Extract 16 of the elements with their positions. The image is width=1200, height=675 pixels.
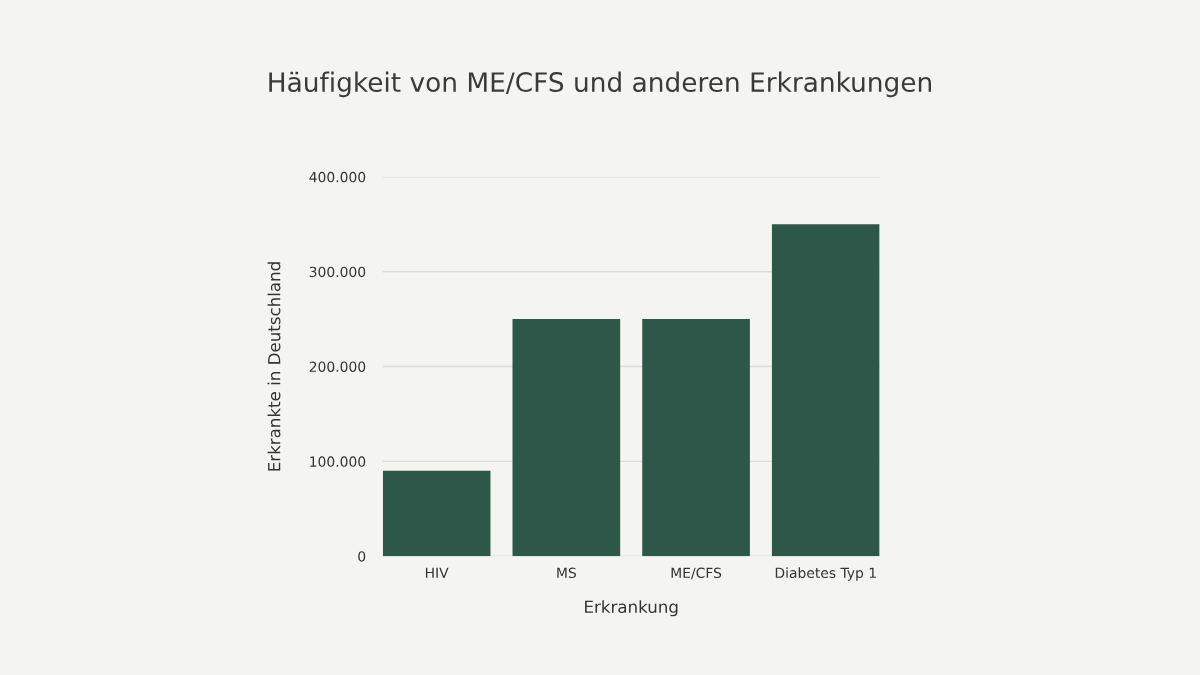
y-tick-label: 0 xyxy=(358,551,366,562)
y-tick-label: 200.000 xyxy=(309,361,366,372)
x-tick-label: ME/CFS xyxy=(671,567,722,580)
y-axis-title: Erkrankte in Deutschland xyxy=(267,262,281,471)
x-axis-title: Erkrankung xyxy=(585,600,678,617)
x-tick-label: HIV xyxy=(425,567,449,578)
y-tick-label: 400.000 xyxy=(309,171,366,183)
y-tick-label: 100.000 xyxy=(310,456,366,467)
bar xyxy=(771,224,880,557)
x-tick-label: MS xyxy=(557,567,576,579)
bar xyxy=(642,319,750,557)
bar xyxy=(512,319,621,557)
x-tick-label: Diabetes Typ 1 xyxy=(775,567,876,581)
bar xyxy=(382,470,491,557)
chart-title: Häufigkeit von ME/CFS und anderen Erkrankungen xyxy=(269,71,931,98)
y-tick-label: 300.000 xyxy=(309,266,366,278)
